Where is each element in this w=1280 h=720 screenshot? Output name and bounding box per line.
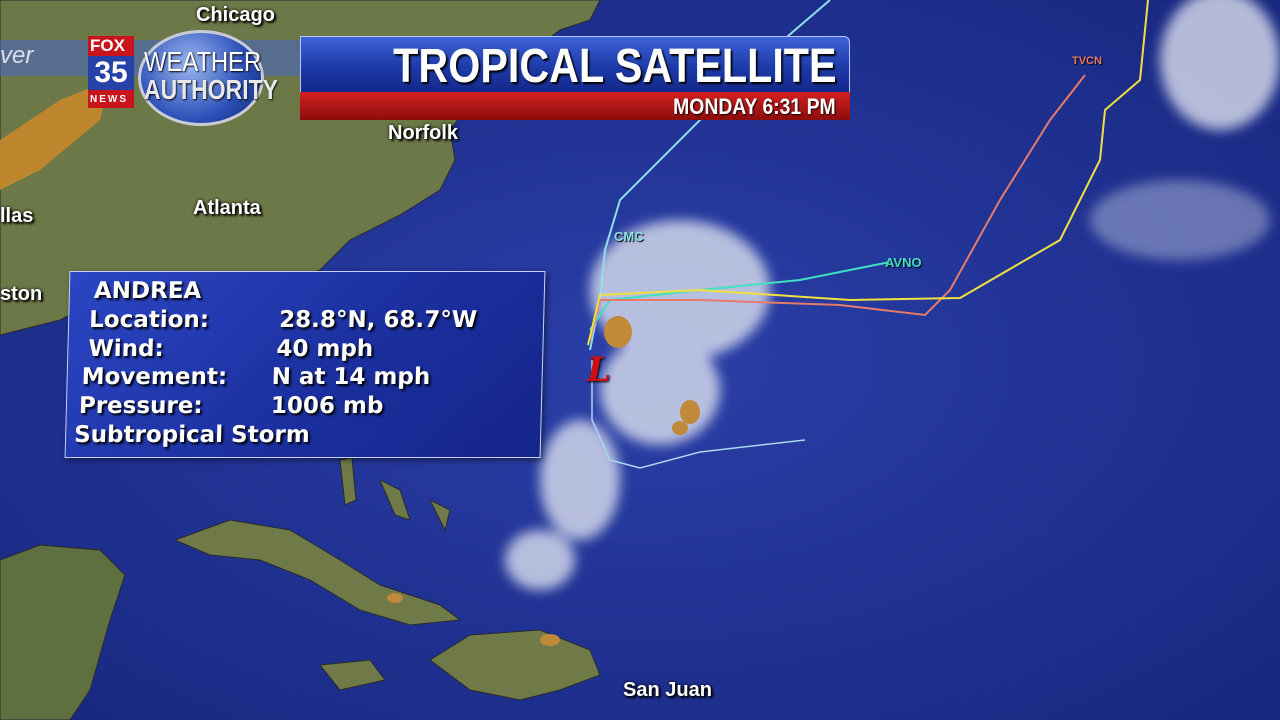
city-label-san-juan: San Juan (623, 679, 712, 701)
fox-logo: FOX 35 NEWS (88, 36, 134, 108)
city-label-dallas: llas (0, 205, 34, 227)
model-label-tvcn: TVCN (1072, 55, 1102, 67)
city-label-norfolk: Norfolk (388, 122, 458, 144)
location-label: Location: (88, 307, 210, 333)
radar-cells (0, 80, 700, 646)
pressure-value: 1006 mb (270, 393, 384, 419)
storm-wind-row: Wind: 40 mph (88, 336, 539, 362)
cloud-masses (505, 0, 1280, 590)
storm-info-box: ANDREA Location: 28.8°N, 68.7°W Wind: 40… (64, 271, 546, 458)
logo-news: NEWS (90, 94, 128, 105)
station-logo: FOX 35 NEWS WEATHER AUTHORITY (88, 30, 303, 126)
movement-value: N at 14 mph (271, 364, 431, 390)
model-label-avno: AVNO (885, 255, 922, 270)
logo-brand-line1: WEATHER (144, 46, 262, 77)
mexico-landmass (0, 544, 126, 720)
bahamas (339, 457, 451, 532)
title-bar: TROPICAL SATELLITE (300, 36, 850, 93)
track-yellow (587, 0, 1149, 346)
city-label-atlanta: Atlanta (193, 197, 261, 219)
logo-channel: 35 (88, 56, 134, 90)
city-label-chicago: Chicago (196, 4, 275, 26)
wind-label: Wind: (88, 336, 165, 362)
track-past (591, 360, 806, 469)
storm-low-symbol: L (587, 350, 611, 390)
track-tvcn (589, 74, 1086, 341)
date-bar: MONDAY 6:31 PM (300, 92, 850, 120)
storm-pressure-row: Pressure: 1006 mb (79, 393, 530, 419)
location-value: 28.8°N, 68.7°W (278, 307, 478, 333)
globe-icon (138, 30, 264, 126)
logo-brand-line2: AUTHORITY (144, 74, 278, 105)
header-banner: ver TROPICAL SATELLITE MONDAY 6:31 PM FO… (0, 30, 850, 126)
left-strip-text: ver (0, 42, 34, 69)
storm-name: ANDREA (93, 278, 202, 304)
model-label-cmc: CMC (614, 229, 644, 244)
storm-location-row: Location: 28.8°N, 68.7°W (89, 307, 540, 333)
hispaniola (319, 629, 601, 701)
city-label-houston: ston (0, 283, 43, 305)
storm-movement-row: Movement: N at 14 mph (81, 364, 532, 390)
wind-value: 40 mph (276, 336, 374, 362)
logo-station: FOX (90, 36, 125, 55)
movement-label: Movement: (81, 364, 228, 390)
timestamp: MONDAY 6:31 PM (673, 94, 836, 119)
storm-classification: Subtropical Storm (73, 422, 311, 448)
page-title: TROPICAL SATELLITE (393, 40, 837, 93)
pressure-label: Pressure: (78, 393, 203, 419)
